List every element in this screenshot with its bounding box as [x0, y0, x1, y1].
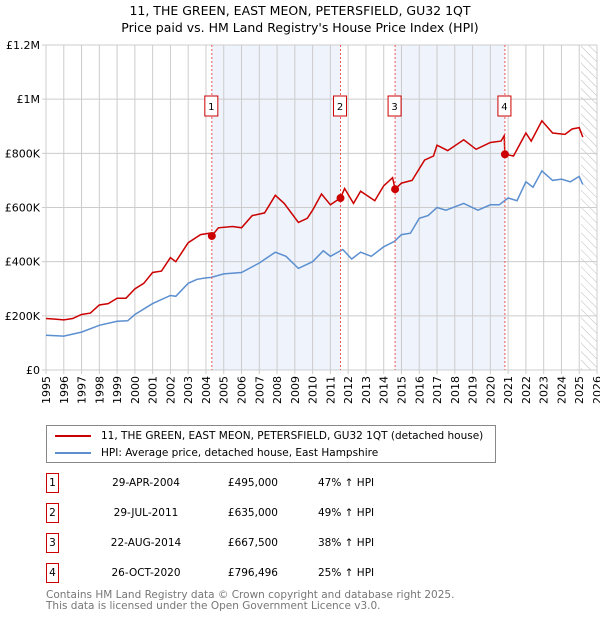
x-tick-label: 2009	[289, 376, 302, 404]
x-tick-label: 2018	[449, 376, 462, 404]
series-line	[45, 119, 584, 321]
sale-point	[391, 185, 400, 194]
transaction-price: £667,500	[227, 537, 278, 549]
x-tick-label: 2013	[360, 376, 373, 404]
transaction-row: 3 22-AUG-2014 £667,500 38% ↑ HPI	[46, 533, 446, 553]
y-tick-label: £1.2M	[6, 39, 40, 52]
x-tick-label: 1995	[40, 376, 53, 404]
x-tick-label: 2012	[342, 376, 355, 404]
sale-label-box	[497, 95, 512, 117]
footer-licence: This data is licensed under the Open Gov…	[46, 600, 381, 612]
transaction-row: 1 29-APR-2004 £495,000 47% ↑ HPI	[46, 473, 446, 493]
sale-label: 4	[501, 102, 507, 113]
chart-subtitle: Price paid vs. HM Land Registry's House …	[121, 20, 479, 35]
y-tick-label: £1M	[17, 93, 41, 106]
transaction-row: 4 26-OCT-2020 £796,496 25% ↑ HPI	[46, 563, 446, 583]
y-tick-label: £600K	[5, 202, 41, 215]
x-tick-label: 2014	[378, 376, 391, 404]
price-chart: 1 2 3 4 1995 1996 1997 1998 1999 2000 2001 2002 2003…	[5, 39, 600, 404]
sale-point	[336, 194, 345, 203]
x-tick-label: 2023	[538, 376, 551, 404]
transaction-row: 2 29-JUL-2011 £635,000 49% ↑ HPI	[46, 503, 446, 523]
sale-label: 2	[337, 102, 343, 113]
transaction-hpi-diff: 47% ↑ HPI	[318, 477, 375, 489]
x-tick-label: 1998	[93, 376, 106, 404]
x-tick-label: 2006	[236, 376, 249, 404]
x-tick-label: 2022	[520, 376, 533, 404]
legend-label-hpi: HPI: Average price, detached house, East…	[101, 447, 379, 459]
legend: 11, THE GREEN, EAST MEON, PETERSFIELD, G…	[46, 425, 496, 463]
x-tick-label: 2011	[324, 376, 337, 404]
y-tick-label: £200K	[5, 310, 41, 323]
transaction-hpi-diff: 25% ↑ HPI	[318, 567, 375, 579]
x-tick-label: 2004	[200, 376, 213, 404]
x-tick-label: 2015	[395, 376, 408, 404]
sale-label-box	[387, 95, 402, 117]
y-tick-label: £0	[26, 364, 40, 377]
transaction-price: £495,000	[227, 477, 278, 489]
transaction-number: 2	[46, 503, 59, 523]
transaction-hpi-diff: 49% ↑ HPI	[318, 507, 375, 519]
transaction-date: 29-JUL-2011	[113, 507, 179, 519]
x-tick-label: 2010	[307, 376, 320, 404]
x-tick-label: 2002	[164, 376, 177, 404]
sale-label-box	[333, 95, 348, 117]
y-tick-label: £800K	[5, 147, 41, 160]
y-tick-label: £400K	[5, 256, 41, 269]
x-tick-label: 2021	[502, 376, 515, 404]
transaction-date: 26-OCT-2020	[111, 567, 181, 579]
legend-swatch-property	[55, 435, 91, 437]
transaction-number: 3	[46, 533, 59, 553]
legend-item-property: 11, THE GREEN, EAST MEON, PETERSFIELD, G…	[55, 428, 483, 444]
x-tick-label: 2007	[253, 376, 266, 404]
x-tick-label: 1999	[111, 376, 124, 404]
legend-swatch-hpi	[55, 452, 91, 454]
transaction-price: £635,000	[227, 507, 278, 519]
sale-point	[207, 231, 216, 240]
x-tick-label: 2017	[431, 376, 444, 404]
footer-copyright: Contains HM Land Registry data © Crown c…	[46, 589, 455, 601]
sale-label: 3	[391, 102, 397, 113]
x-tick-label: 2020	[484, 376, 497, 404]
transaction-price: £796,496	[227, 567, 278, 579]
x-tick-label: 2001	[147, 376, 160, 404]
transaction-hpi-diff: 38% ↑ HPI	[318, 537, 375, 549]
series-line	[45, 169, 584, 337]
x-tick-label: 2019	[467, 376, 480, 404]
x-tick-label: 2000	[129, 376, 142, 404]
legend-label-property: 11, THE GREEN, EAST MEON, PETERSFIELD, G…	[101, 430, 484, 442]
x-tick-label: 1997	[76, 376, 89, 404]
transaction-date: 22-AUG-2014	[110, 537, 182, 549]
x-tick-label: 2026	[591, 376, 600, 404]
x-tick-label: 2005	[218, 376, 231, 404]
x-tick-label: 2016	[413, 376, 426, 404]
chart-title: 11, THE GREEN, EAST MEON, PETERSFIELD, G…	[129, 3, 471, 18]
transaction-number: 1	[46, 473, 59, 493]
x-tick-label: 2024	[555, 376, 568, 404]
sale-point	[500, 150, 509, 159]
x-tick-label: 1996	[58, 376, 71, 404]
x-tick-label: 2025	[573, 376, 586, 404]
sale-label-box	[204, 95, 219, 117]
sale-label: 1	[208, 102, 214, 113]
x-tick-label: 2003	[182, 376, 195, 404]
legend-item-hpi: HPI: Average price, detached house, East…	[55, 445, 378, 461]
transaction-number: 4	[46, 563, 59, 583]
x-tick-label: 2008	[271, 376, 284, 404]
transaction-date: 29-APR-2004	[112, 477, 180, 489]
